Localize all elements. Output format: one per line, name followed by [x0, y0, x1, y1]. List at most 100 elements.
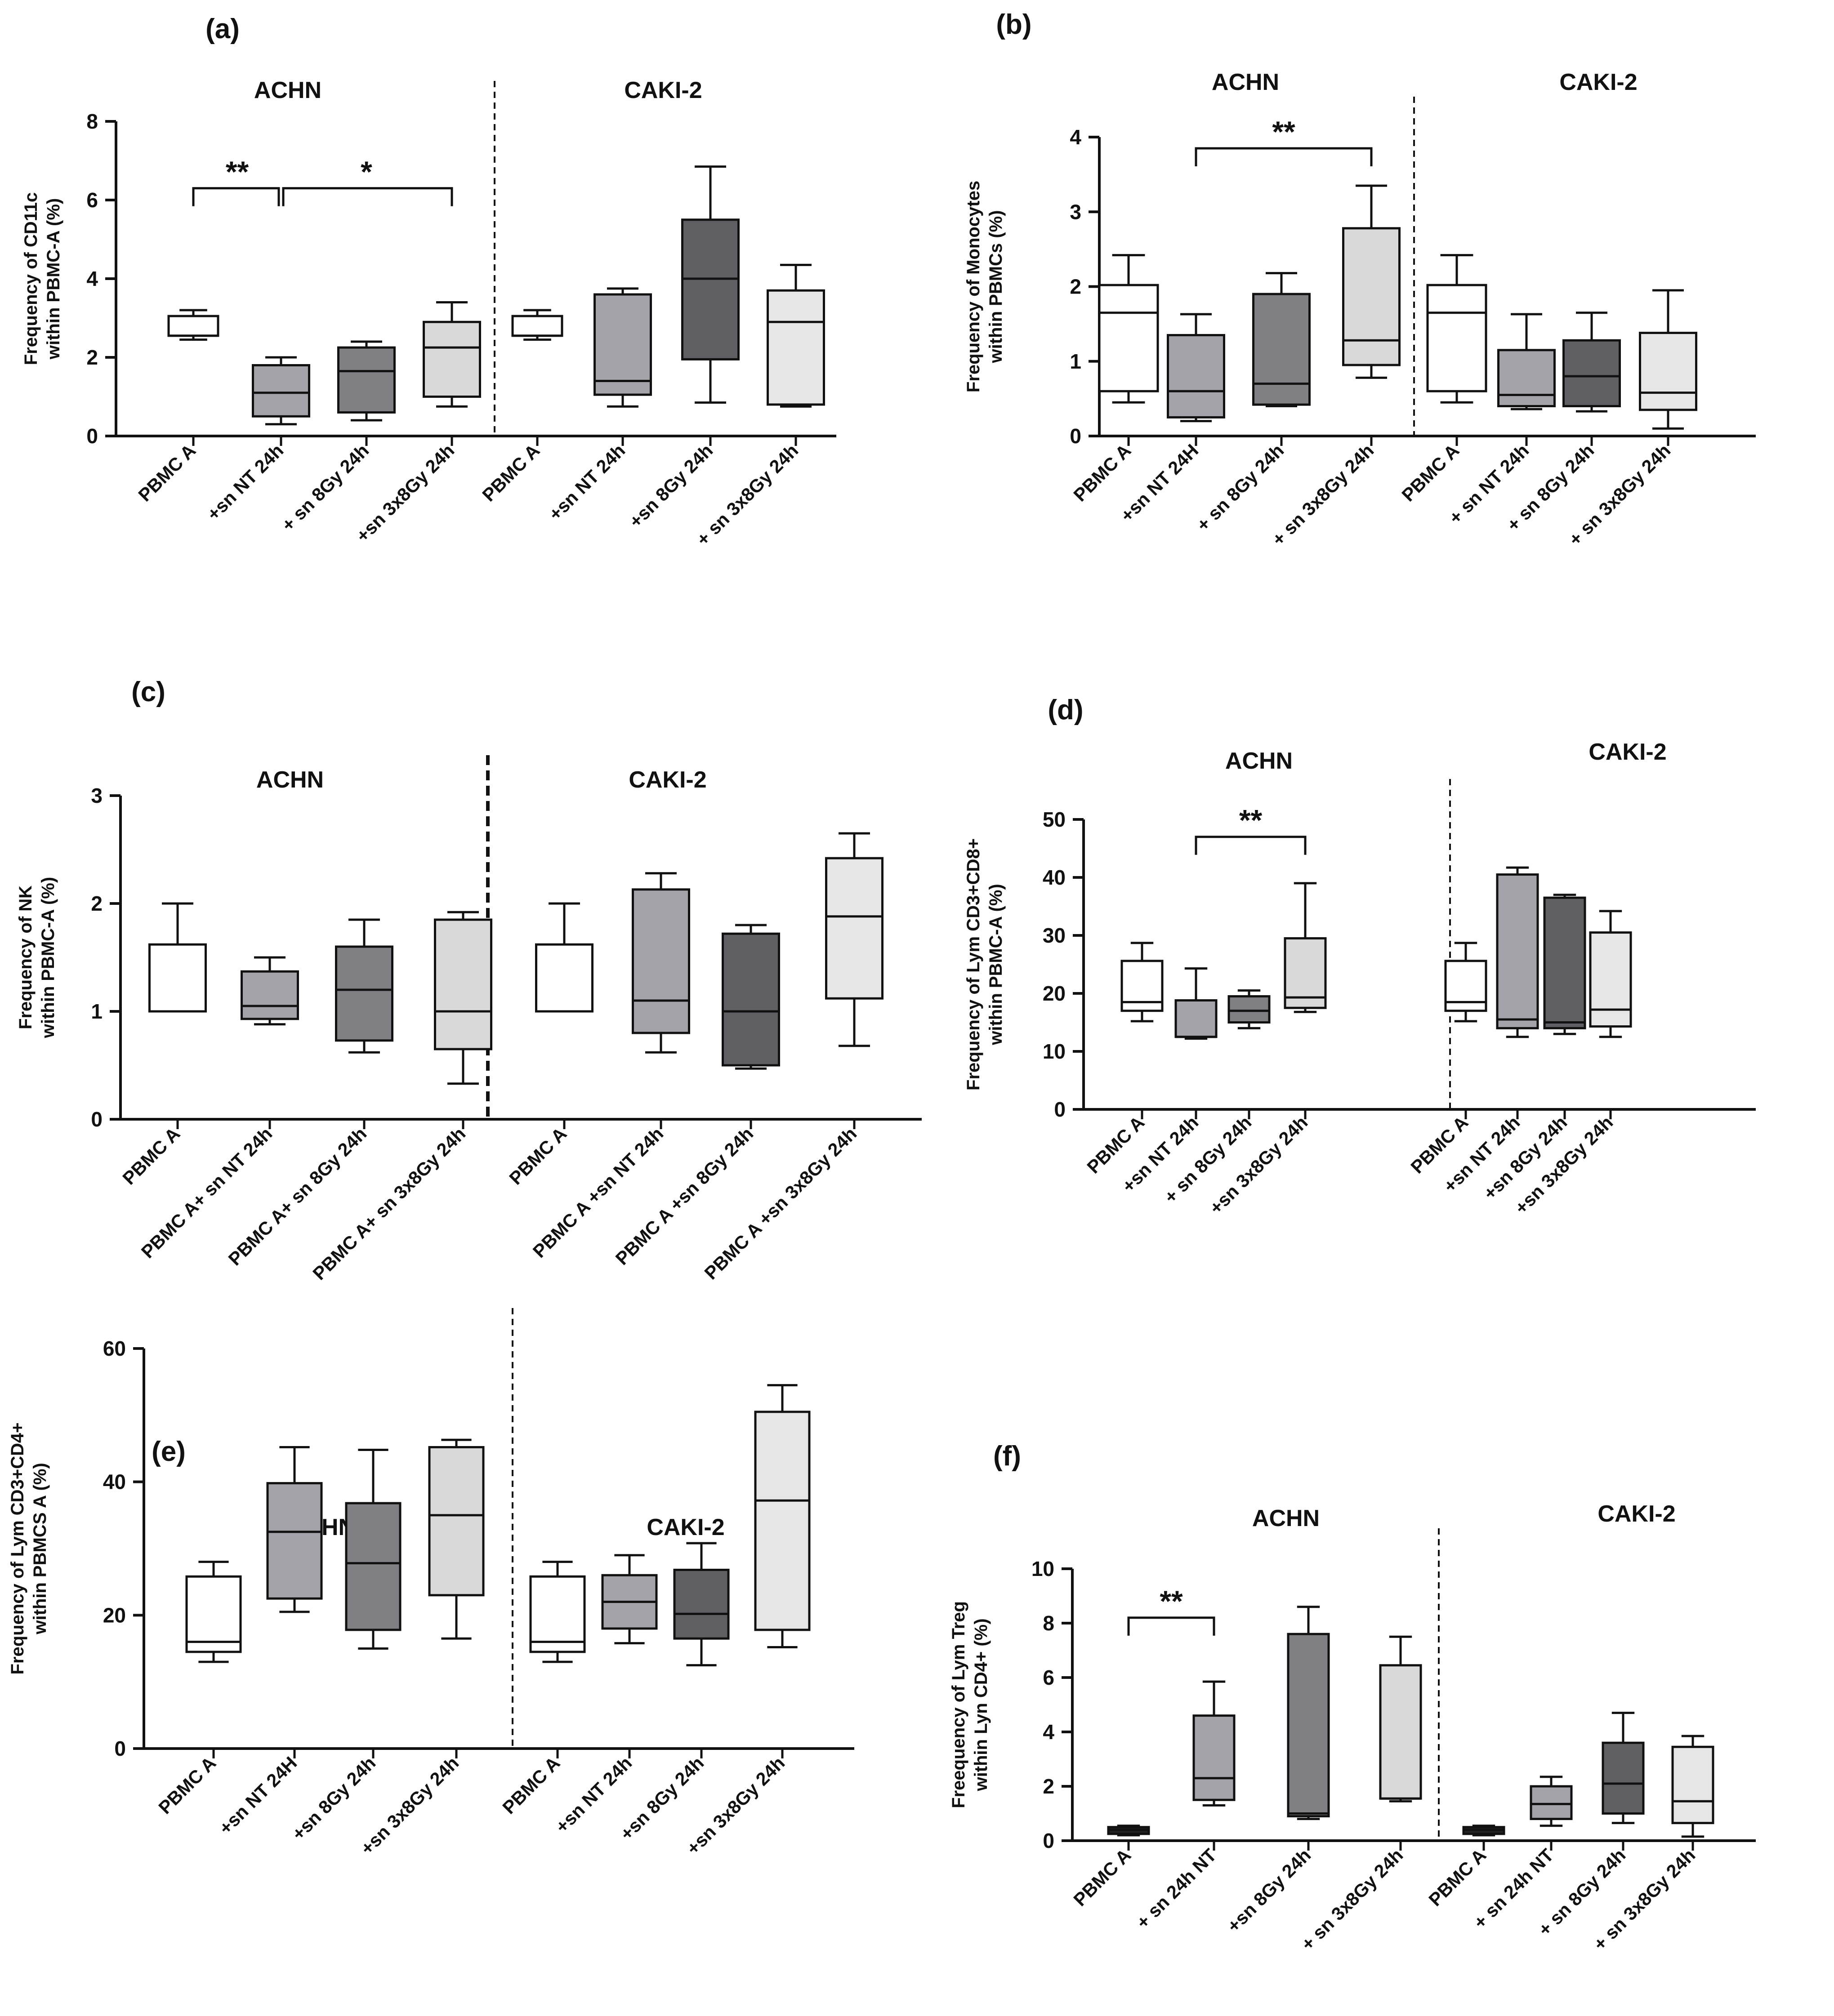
box-iqr	[148, 943, 207, 1013]
box-iqr	[754, 1411, 811, 1631]
x-tick-label: +sn 8Gy 24h	[1223, 1845, 1315, 1936]
box-iqr	[252, 364, 310, 418]
box-1	[1107, 1825, 1150, 1837]
x-tick-label: PBMC A	[1070, 440, 1135, 506]
y-tick-label: 20	[1043, 982, 1066, 1005]
y-tick-label: 50	[1043, 808, 1066, 831]
x-tick-label: PBMC A	[1425, 1845, 1490, 1910]
box-iqr	[1174, 999, 1218, 1038]
box-iqr	[673, 1568, 730, 1640]
box-3	[345, 1448, 402, 1650]
y-tick-label: 20	[103, 1603, 126, 1627]
box-8	[1589, 910, 1632, 1038]
box-1	[1120, 942, 1164, 1023]
y-tick-label: 0	[91, 1108, 103, 1131]
box-iqr	[1497, 349, 1556, 407]
box-8	[1671, 1735, 1714, 1838]
x-tick-label: PBMC A	[499, 1753, 564, 1818]
group-title-achn: ACHN	[254, 77, 321, 103]
x-tick-label: PBMC A	[155, 1753, 220, 1818]
y-tick-label: 6	[86, 188, 98, 212]
y-axis-label: Frequency of Lym CD3+CD4+ within PBMCS A …	[8, 1423, 50, 1675]
group-title-caki2: CAKI-2	[1589, 739, 1666, 765]
x-tick-label: PBMC A	[134, 440, 200, 506]
significance-label: **	[1239, 804, 1263, 837]
y-tick-label: 4	[1043, 1720, 1054, 1744]
y-tick-label: 30	[1043, 924, 1066, 947]
y-tick-label: 1	[91, 1000, 103, 1023]
y-tick-label: 2	[86, 346, 98, 369]
box-1	[167, 309, 219, 341]
box-iqr	[1562, 339, 1621, 408]
box-7	[1562, 312, 1621, 413]
box-iqr	[767, 289, 825, 406]
box-4	[434, 911, 492, 1085]
y-axis-label: Freequency of Lym Treg within Lyn CD4+ (%…	[949, 1601, 991, 1808]
box-iqr	[345, 1502, 402, 1631]
group-title-achn: ACHN	[1225, 748, 1293, 774]
y-tick-label: 2	[1070, 275, 1081, 298]
box-iqr	[1098, 284, 1159, 392]
y-axis-label: Frequency of Lym CD3+CD8+ within PBMC-A (…	[964, 838, 1006, 1090]
group-title-achn: ACHN	[1252, 1505, 1320, 1531]
y-tick-label: 8	[1043, 1611, 1054, 1635]
significance-bracket: *	[282, 155, 453, 206]
box-2	[1167, 313, 1225, 423]
y-axis-label: Frequency of NK within PBMC-A (%)	[16, 877, 58, 1038]
x-tick-label: +sn NT 24H	[215, 1753, 301, 1838]
box-iqr	[1379, 1664, 1422, 1800]
box-6	[593, 287, 652, 408]
box-7	[1543, 894, 1586, 1035]
panel-4: (d) ACHN CAKI-2 0 10 20 30 40 50 Frequency of Lym…	[964, 694, 1756, 1218]
group-title-achn: ACHN	[256, 767, 324, 793]
significance-bracket: **	[1127, 1584, 1215, 1636]
box-1	[1098, 254, 1159, 404]
panel-3: (c) ACHN CAKI-2 0 1 2 3 Frequency of NK within P…	[16, 676, 922, 1284]
box-iqr	[1287, 1633, 1330, 1818]
box-6	[601, 1554, 658, 1645]
box-iqr	[1284, 937, 1327, 1009]
panel-label: (e)	[152, 1436, 186, 1467]
box-iqr	[529, 1575, 586, 1653]
box-8	[1639, 289, 1697, 430]
group-title-achn: ACHN	[1212, 69, 1279, 95]
box-iqr	[1671, 1745, 1714, 1825]
y-axis-label: Frequency of CD11c within PBMC-A (%)	[21, 192, 63, 365]
x-tick-label: + sn 24h NT	[1132, 1845, 1220, 1933]
y-tick-label: 10	[1043, 1040, 1066, 1063]
box-iqr	[681, 218, 740, 360]
panel-label: (c)	[131, 676, 165, 708]
box-2	[252, 356, 310, 426]
y-tick-label: 2	[1043, 1775, 1054, 1798]
bracket-line	[282, 187, 453, 206]
box-2	[241, 956, 299, 1026]
x-tick-label: PBMC A	[478, 440, 544, 506]
bracket-line	[1195, 836, 1307, 855]
box-5	[529, 1561, 586, 1663]
y-tick-label: 0	[114, 1737, 126, 1760]
y-tick-label: 60	[103, 1337, 126, 1360]
bracket-line	[1195, 147, 1373, 166]
y-tick-label: 0	[1070, 424, 1081, 448]
panel-label: (a)	[205, 13, 240, 45]
y-tick-label: 4	[1070, 125, 1081, 149]
box-4	[428, 1438, 485, 1640]
bracket-line	[1127, 1616, 1215, 1636]
box-1	[148, 902, 207, 1013]
box-3	[1287, 1606, 1330, 1820]
y-tick-label: 2	[91, 892, 103, 915]
box-iqr	[423, 320, 481, 398]
group-title-caki2: CAKI-2	[1597, 1501, 1675, 1527]
box-iqr	[1192, 1714, 1236, 1801]
panel-1: (a) ACHN CAKI-2 0 2 4 6 8 Frequency of CD11c with…	[21, 13, 836, 550]
y-tick-label: 8	[86, 110, 98, 133]
significance-label: **	[1272, 115, 1295, 148]
box-iqr	[535, 943, 593, 1013]
box-5	[1462, 1825, 1505, 1837]
box-iqr	[1252, 293, 1311, 406]
panel-label: (d)	[1048, 694, 1083, 725]
box-2	[1192, 1680, 1236, 1807]
panel-6: (f) ACHN CAKI-2 0 2 4 6 8 10 Freequency of Lym Tr…	[949, 1441, 1756, 1954]
box-iqr	[1426, 284, 1487, 392]
box-iqr	[185, 1575, 242, 1653]
